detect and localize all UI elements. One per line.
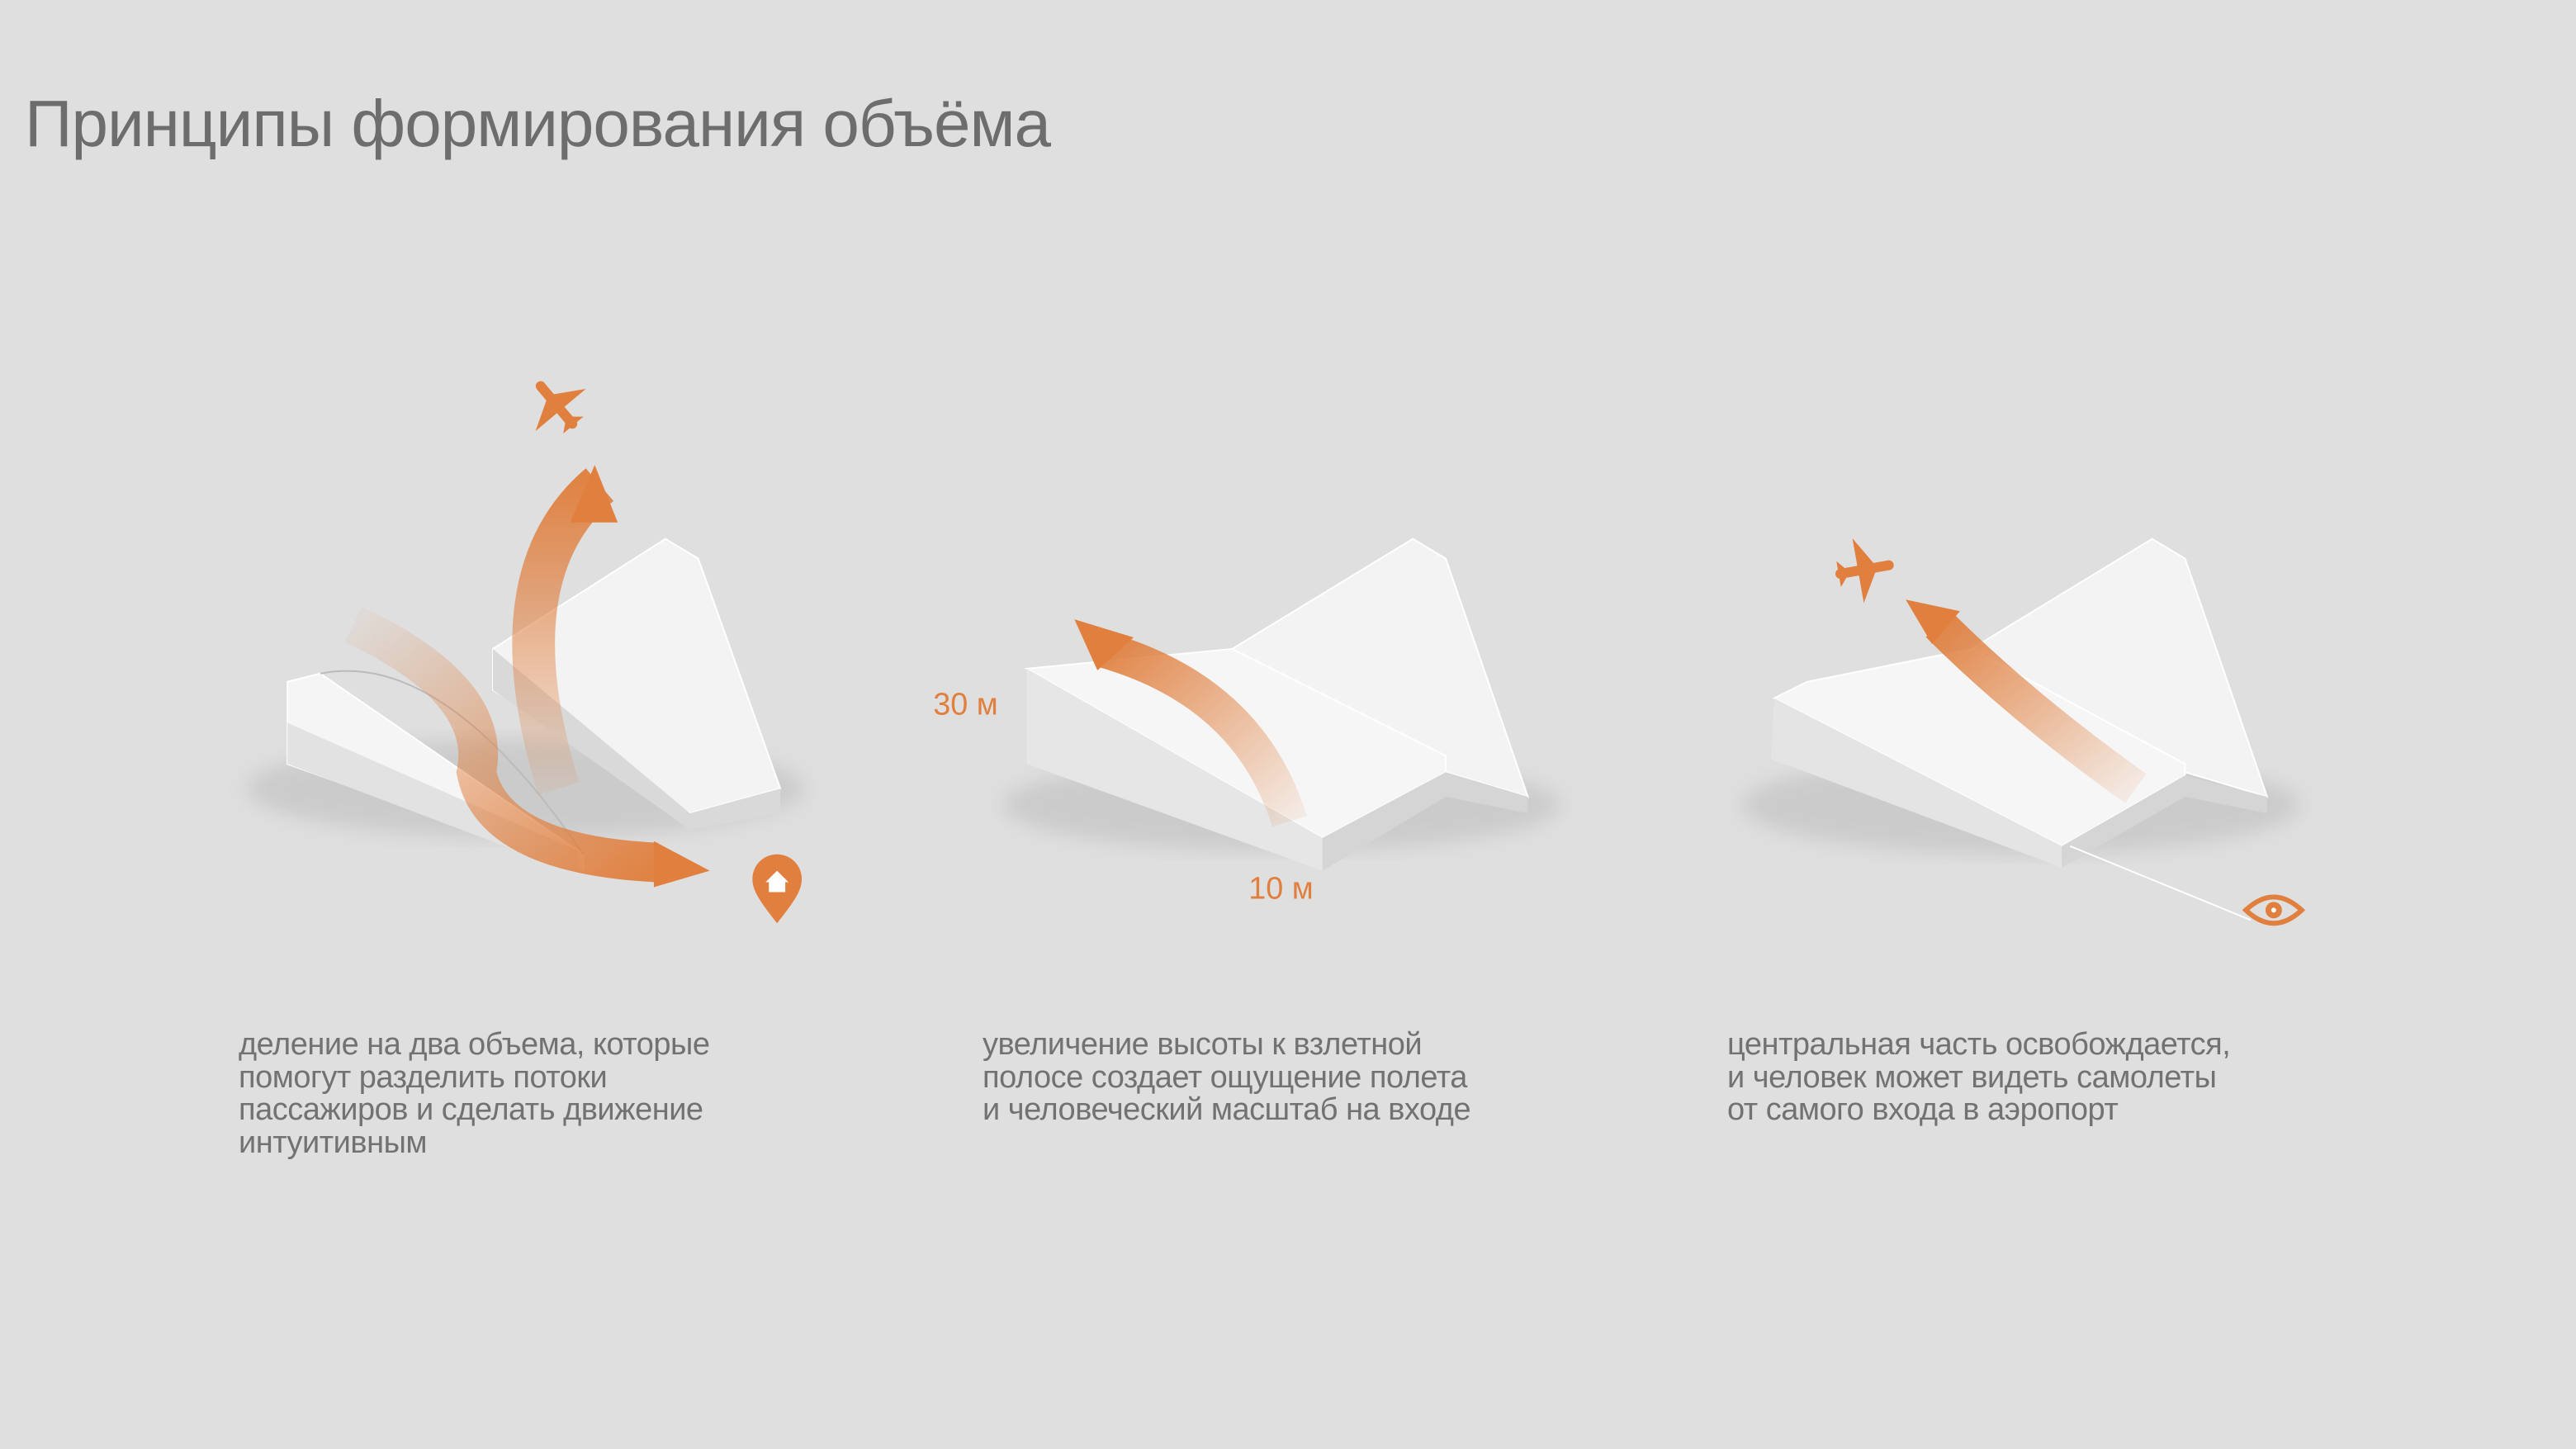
caption-line: и человеческий масштаб на входе: [983, 1092, 1471, 1127]
eye-icon: [2242, 894, 2306, 926]
caption-line: помогут разделить потоки: [239, 1059, 608, 1095]
diagram-1: [246, 381, 806, 924]
page-title: Принципы формирования объёма: [25, 87, 1051, 160]
caption-line: пассажиров и сделать движение: [239, 1092, 703, 1127]
width-label: 10 м: [1248, 871, 1314, 906]
caption-line: увеличение высоты к взлетной: [983, 1027, 1423, 1062]
airplane-icon: [535, 381, 586, 434]
caption-line: деление на два объема, которые: [239, 1027, 710, 1062]
height-label: 30 м: [933, 688, 998, 722]
airplane-icon: [1835, 537, 1894, 604]
caption-line: интуитивным: [239, 1125, 428, 1160]
home-pin-icon: [752, 854, 803, 924]
diagram-3: [1741, 537, 2306, 926]
caption-line: центральная часть освобождается,: [1727, 1027, 2231, 1062]
caption-2: увеличение высоты к взлетной полосе созд…: [983, 1027, 1471, 1127]
caption-line: от самого входа в аэропорт: [1727, 1092, 2119, 1127]
diagram-2: 30 м 10 м: [933, 537, 1561, 906]
caption-1: деление на два объема, которые помогут р…: [239, 1027, 710, 1160]
caption-line: и человек может видеть самолеты: [1727, 1059, 2217, 1095]
caption-3: центральная часть освобождается, и челов…: [1727, 1027, 2231, 1127]
caption-line: полосе создает ощущение полета: [983, 1059, 1467, 1095]
